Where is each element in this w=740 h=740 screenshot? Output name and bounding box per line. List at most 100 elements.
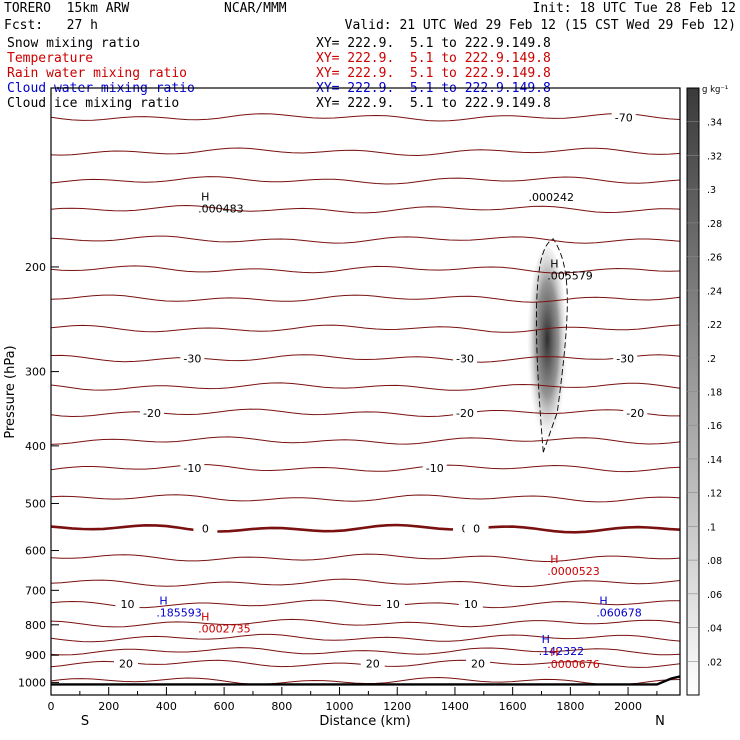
temperature-contour-label: 10 <box>386 598 400 611</box>
high-marker: H <box>550 258 558 271</box>
y-tick-label: 1000 <box>18 676 46 689</box>
contour-label-bg <box>180 462 205 476</box>
field-xy-rain: XY= 222.9. 5.1 to 222.9.149.8 <box>316 66 551 81</box>
colorbar-tick-label: .04 <box>707 624 722 635</box>
contour-label-bg <box>115 597 140 611</box>
field-name-rain: Rain water mixing ratio <box>7 66 188 81</box>
x-tick-label: 600 <box>214 700 235 713</box>
valid-time: Valid: 21 UTC Wed 29 Feb 12 (15 CST Wed … <box>344 18 736 33</box>
contour-label-bg <box>458 597 483 611</box>
temperature-contour-line <box>51 235 680 244</box>
temperature-contour-label: 10 <box>464 598 478 611</box>
x-tick-label: 800 <box>271 700 292 713</box>
temperature-contour-line <box>51 633 680 643</box>
temperature-contour-line <box>51 147 680 157</box>
contour-label-bg <box>193 522 218 536</box>
x-tick-label: 1200 <box>383 700 411 713</box>
colorbar-tick-label: .28 <box>707 219 722 230</box>
ground-line <box>51 675 680 686</box>
contour-label-bg <box>453 406 478 420</box>
colorbar-tick-label: .18 <box>707 388 722 399</box>
temperature-contour-line <box>51 324 680 333</box>
y-axis-label: Pressure (hPa) <box>3 345 18 438</box>
temperature-contour-line <box>51 523 680 534</box>
init-time: Init: 18 UTC Tue 28 Feb 12 <box>532 1 737 16</box>
max-value-label: .142322 <box>539 645 585 658</box>
temperature-contour-label: 0 <box>202 523 209 536</box>
y-tick-label: 400 <box>25 440 46 453</box>
temperature-contour-line <box>51 294 680 303</box>
max-value-label: .0002735 <box>198 623 251 636</box>
contour-label-bg <box>360 657 385 671</box>
temperature-contour-label: -30 <box>183 352 201 365</box>
max-value-label: .060678 <box>596 607 642 620</box>
x-tick-label: 200 <box>98 700 119 713</box>
field-xy-cloud-ice: XY= 222.9. 5.1 to 222.9.149.8 <box>316 96 551 111</box>
temperature-contour-line <box>51 494 680 503</box>
max-value-label: .0000676 <box>547 658 600 671</box>
temperature-contour-line <box>51 599 680 609</box>
x-tick-label: 2000 <box>614 700 642 713</box>
colorbar-tick-label: .34 <box>707 118 722 129</box>
high-marker: H <box>599 595 607 608</box>
temperature-contour-line <box>51 553 680 563</box>
contour-label-bg <box>466 657 491 671</box>
colorbar-tick-label: .08 <box>707 556 722 567</box>
colorbar-unit: g kg⁻¹ <box>702 85 728 95</box>
contour-label-bg <box>180 352 205 366</box>
contour-label-bg <box>453 352 478 366</box>
temperature-contour-label: 10 <box>120 598 134 611</box>
field-xy-snow: XY= 222.9. 5.1 to 222.9.149.8 <box>316 36 551 51</box>
endpoint-right-label: N <box>655 714 665 729</box>
colorbar-tick-label: .2 <box>707 354 716 365</box>
y-tick-label: 200 <box>25 261 46 274</box>
colorbar-tick-label: .24 <box>707 286 722 297</box>
y-tick-label: 800 <box>25 619 46 632</box>
temperature-contour-label: 20 <box>119 658 133 671</box>
x-tick-label: 0 <box>48 700 55 713</box>
max-value-label: .0000523 <box>547 565 600 578</box>
high-marker: H <box>550 553 558 566</box>
field-xy-temperature: XY= 222.9. 5.1 to 222.9.149.8 <box>316 51 551 66</box>
temperature-contour-line <box>51 113 680 122</box>
plot-frame <box>50 87 681 696</box>
temperature-contour-line <box>51 618 680 628</box>
temperature-contour-line <box>51 176 680 185</box>
temperature-contour-label: -20 <box>456 407 474 420</box>
contour-label-bg <box>623 406 648 420</box>
y-tick-label: 500 <box>25 497 46 510</box>
field-name-snow: Snow mixing ratio <box>7 36 141 51</box>
x-tick-label: 1000 <box>326 700 354 713</box>
endpoint-left-label: S <box>81 714 89 729</box>
model-name: TORERO 15km ARW <box>4 1 130 16</box>
temperature-contour-label: 20 <box>366 658 380 671</box>
temperature-contour-line <box>51 354 680 363</box>
colorbar: .02 .04 .06 .08 .1 .12 .14 .16 .18 .2 .22 .24 .26 .28… <box>686 85 728 696</box>
high-marker: H <box>542 633 550 646</box>
max-value-label: .000242 <box>529 191 575 204</box>
x-tick-label: 1400 <box>441 700 469 713</box>
contour-label-bg <box>611 111 636 125</box>
contour-label-bg <box>139 406 164 420</box>
temperature-contour-label: -70 <box>615 111 633 124</box>
colorbar-tick-label: .12 <box>707 489 722 500</box>
temperature-contour-label: -20 <box>143 407 161 420</box>
temperature-contour-line <box>51 463 680 473</box>
temperature-contour-label: 0 <box>473 523 480 536</box>
forecast-hour: Fcst: 27 h <box>4 18 98 33</box>
contour-label-bg <box>464 522 489 536</box>
high-marker: H <box>159 595 167 608</box>
high-marker: H <box>201 191 209 204</box>
colorbar-tick-label: .1 <box>707 522 716 533</box>
y-tick-label: 600 <box>25 545 46 558</box>
x-axis-label: Distance (km) <box>319 714 410 729</box>
temperature-contour-label: -10 <box>183 462 201 475</box>
x-tick-label: 1600 <box>499 700 527 713</box>
y-tick-label: 300 <box>25 366 46 379</box>
temperature-contour-label: -10 <box>426 462 444 475</box>
temperature-contour-line <box>51 382 680 391</box>
y-tick-label: 700 <box>25 584 46 597</box>
colorbar-tick-label: .22 <box>707 320 722 331</box>
max-value-label: .185593 <box>156 607 202 620</box>
